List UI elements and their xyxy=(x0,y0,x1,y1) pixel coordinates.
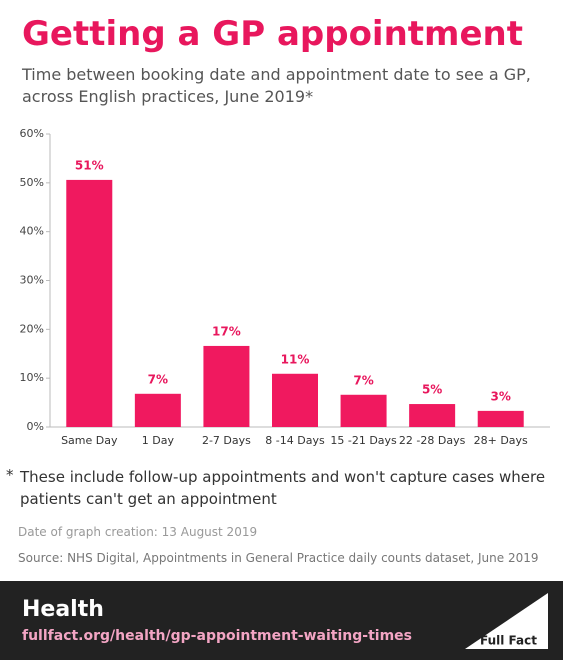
value-label: 11% xyxy=(281,352,310,366)
bar xyxy=(272,373,318,427)
subtitle: Time between booking date and appointmen… xyxy=(22,65,531,106)
y-tick-label: 60% xyxy=(20,127,44,140)
date-note: Date of graph creation: 13 August 2019 xyxy=(18,525,258,539)
bar xyxy=(203,345,250,427)
x-tick-label: Same Day xyxy=(61,434,118,447)
value-label: 51% xyxy=(75,158,104,172)
y-tick-label: 0% xyxy=(27,420,44,433)
bar xyxy=(66,179,113,427)
footer: Health fullfact.org/health/gp-appointmen… xyxy=(0,581,563,660)
bar xyxy=(477,410,524,427)
chart: 0% 10% 20% 30% 40% 50% 60% Same Day 51% 1 Day 7% 2-… xyxy=(20,127,550,447)
x-tick-label: 22 -28 Days xyxy=(399,434,466,447)
logo-text: Full Fact xyxy=(480,634,537,648)
x-tick-label: 28+ Days xyxy=(474,434,528,447)
title: Getting a GP appointment xyxy=(22,14,523,54)
source: Source: NHS Digital, Appointments in Gen… xyxy=(18,551,539,565)
footnote-marker: * xyxy=(6,466,14,484)
value-label: 7% xyxy=(353,373,373,387)
value-label: 3% xyxy=(491,389,511,403)
value-label: 7% xyxy=(148,372,168,386)
footer-section: Health xyxy=(22,597,104,622)
y-tick-label: 20% xyxy=(20,322,44,335)
x-tick-label: 15 -21 Days xyxy=(330,434,397,447)
x-tick-label: 8 -14 Days xyxy=(265,434,325,447)
y-tick-label: 40% xyxy=(20,225,44,238)
footer-url[interactable]: fullfact.org/health/gp-appointment-waiti… xyxy=(22,628,412,644)
bar xyxy=(134,393,181,427)
bar xyxy=(340,394,387,427)
x-tick-label: 1 Day xyxy=(142,434,175,447)
y-tick-label: 30% xyxy=(20,274,44,287)
logo: Full Fact xyxy=(465,593,548,649)
value-label: 5% xyxy=(422,383,442,397)
y-tick-label: 50% xyxy=(20,176,44,189)
footnote: These include follow-up appointments and… xyxy=(20,468,546,508)
bar xyxy=(409,404,456,427)
logo-triangle xyxy=(465,593,548,649)
x-tick-label: 2-7 Days xyxy=(202,434,251,447)
value-label: 17% xyxy=(212,324,241,338)
y-tick-label: 10% xyxy=(20,371,44,384)
